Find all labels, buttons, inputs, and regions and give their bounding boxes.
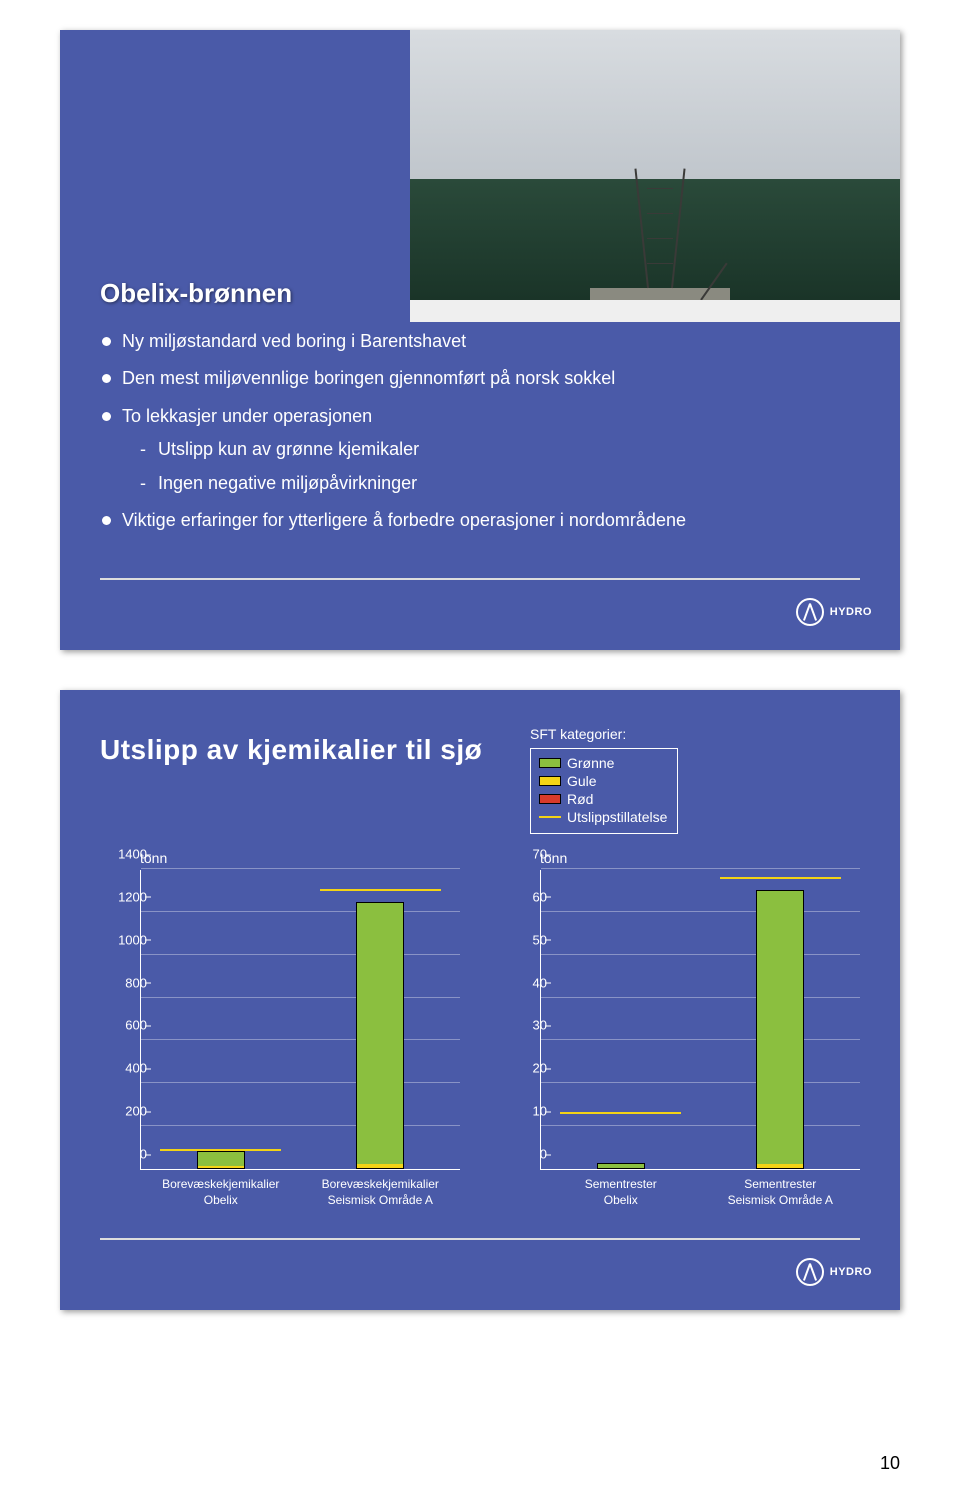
bar [756,890,804,1169]
legend-swatch [539,794,561,804]
bar [197,1151,245,1169]
y-tick: 400 [103,1061,147,1076]
legend-title: SFT kategorier: [530,726,678,742]
permit-line [560,1112,681,1114]
y-tick: 0 [103,1147,147,1162]
y-tick: 20 [503,1061,547,1076]
legend-swatch [539,776,561,786]
slide1-title: Obelix-brønnen [100,278,292,309]
slide-utslipp: Utslipp av kjemikalier til sjø SFT kateg… [60,690,900,1310]
legend-label: Utslippstillatelse [567,809,667,825]
oil-rig-icon [530,190,830,300]
rig-photo [410,30,900,300]
y-tick: 600 [103,1018,147,1033]
legend: SFT kategorier: Grønne Gule Rød Utslippstil… [530,726,678,834]
y-tick: 200 [103,1104,147,1119]
hydro-logo: HYDRO [796,598,872,626]
legend-swatch [539,758,561,768]
legend-row: Grønne [539,755,667,771]
chart-right: tonn 0 10 20 30 40 50 60 70 SementresterObelix Se… [500,850,860,1220]
y-tick: 70 [503,847,547,862]
hydro-logo-icon [796,598,824,626]
legend-label: Gule [567,773,597,789]
bullet-text: Den mest miljøvennlige boringen gjennomf… [122,368,615,388]
bullet-text: Viktige erfaringer for ytterligere å for… [122,510,686,530]
x-label: SementresterSeismisk Område A [705,1177,855,1208]
hydro-logo: HYDRO [796,1258,872,1286]
y-tick: 0 [503,1147,547,1162]
bar [597,1163,645,1169]
y-tick: 1400 [103,847,147,862]
slide-obelix: Obelix-brønnen Ny miljøstandard ved bori… [60,30,900,650]
bar [356,902,404,1169]
sub-bullet: Ingen negative miljøpåvirkninger [158,473,417,493]
permit-line [320,889,441,891]
y-tick: 40 [503,975,547,990]
y-tick: 1200 [103,889,147,904]
permit-line [720,877,841,879]
hydro-logo-text: HYDRO [830,606,872,618]
bullet-text: Ny miljøstandard ved boring i Barentshav… [122,331,466,351]
y-axis-title: tonn [140,850,460,866]
legend-row: Rød [539,791,667,807]
permit-line [160,1149,281,1151]
slide2-title: Utslipp av kjemikalier til sjø [100,734,482,766]
bullet-text: To lekkasjer under operasjonen [122,406,372,426]
legend-row: Gule [539,773,667,789]
hydro-logo-icon [796,1258,824,1286]
x-label: BorevæskekjemikalierObelix [146,1177,296,1208]
y-tick: 30 [503,1018,547,1033]
y-tick: 800 [103,975,147,990]
y-tick: 1000 [103,932,147,947]
legend-row: Utslippstillatelse [539,809,667,825]
x-label: SementresterObelix [546,1177,696,1208]
hydro-logo-text: HYDRO [830,1266,872,1278]
x-label: BorevæskekjemikalierSeismisk Område A [305,1177,455,1208]
slide1-bullets: Ny miljøstandard ved boring i Barentshav… [100,330,860,532]
y-tick: 50 [503,932,547,947]
page-number: 10 [880,1453,900,1474]
y-tick: 60 [503,889,547,904]
chart-left: tonn 0 200 400 600 800 1000 1200 1400 Borevæskek… [100,850,460,1220]
legend-label: Grønne [567,755,614,771]
legend-swatch [539,816,561,818]
sub-bullet: Utslipp kun av grønne kjemikaler [158,439,419,459]
legend-label: Rød [567,791,593,807]
y-tick: 10 [503,1104,547,1119]
y-axis-title: tonn [540,850,860,866]
